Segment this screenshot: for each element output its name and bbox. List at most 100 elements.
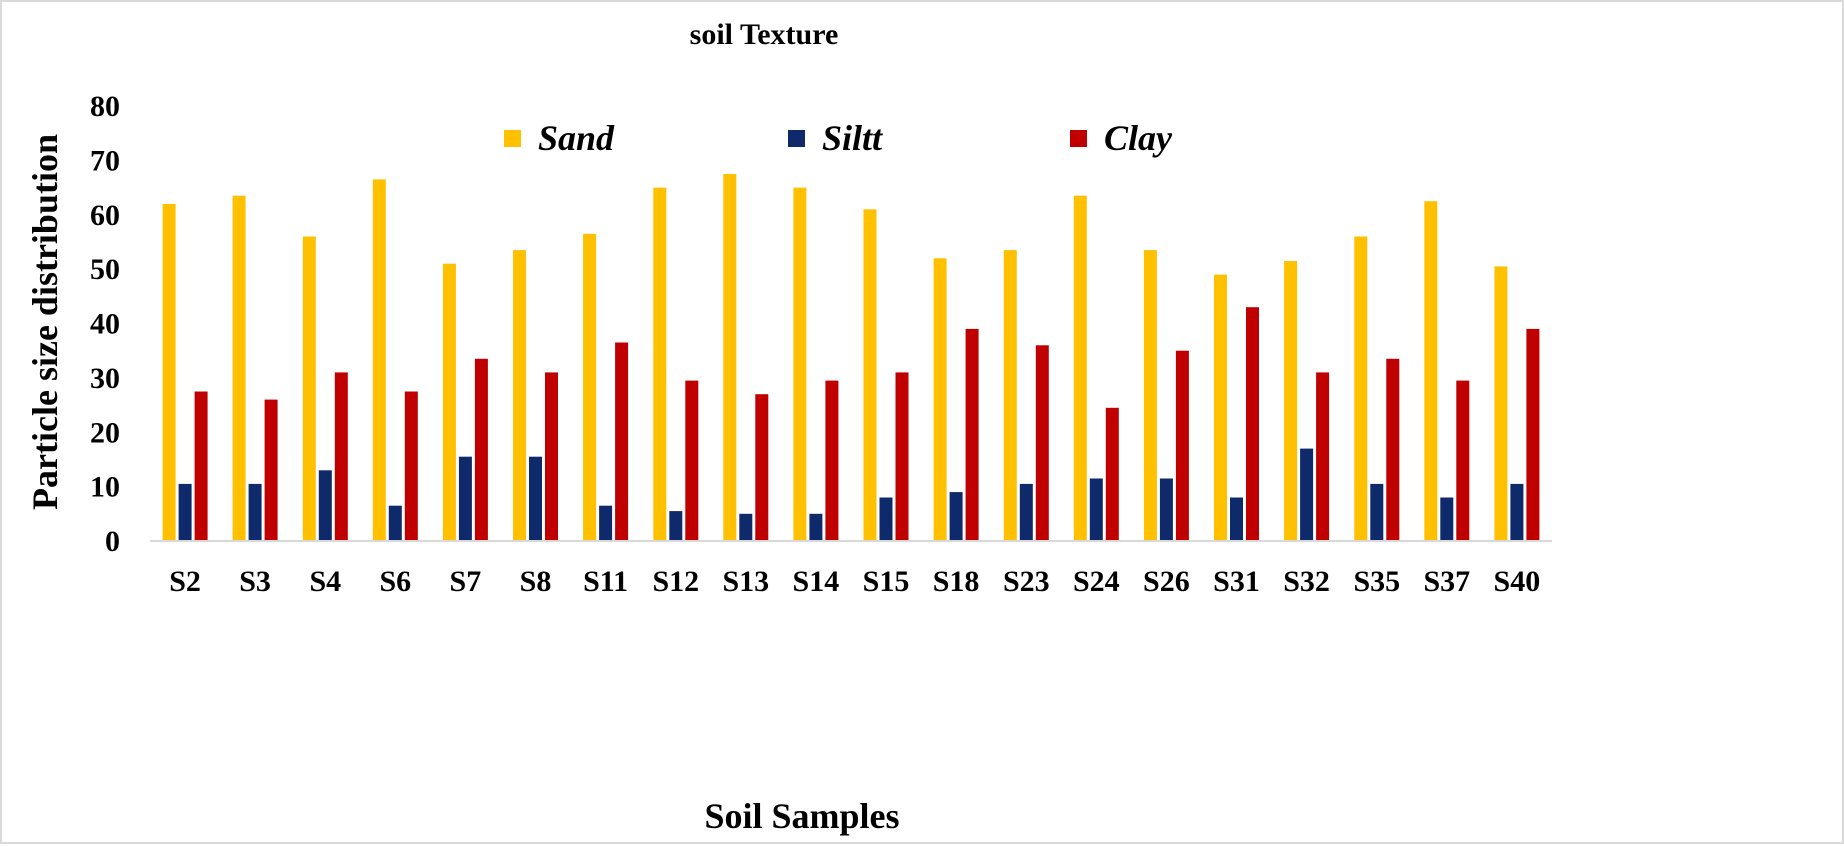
x-axis-title: Soil Samples — [704, 796, 899, 836]
bar-siltt-s11 — [599, 505, 613, 541]
bar-clay-s31 — [1246, 307, 1259, 541]
bar-siltt-s4 — [318, 470, 332, 541]
bar-sand-s18 — [933, 258, 947, 542]
bar-sand-s37 — [1424, 201, 1438, 541]
y-tick-label: 60 — [90, 199, 120, 232]
y-tick-label: 30 — [90, 362, 120, 395]
bar-siltt-s13 — [739, 513, 753, 541]
legend-swatch-siltt — [788, 130, 805, 147]
bar-clay-s40 — [1526, 328, 1540, 541]
y-tick-label: 10 — [90, 471, 120, 504]
y-tick-label: 0 — [105, 525, 120, 558]
x-tick-label: S2 — [169, 565, 201, 598]
x-tick-label: S40 — [1494, 565, 1541, 598]
bar-sand-s6 — [372, 179, 386, 541]
legend: Sand Siltt Clay — [504, 118, 1173, 158]
x-tick-label: S11 — [583, 565, 628, 598]
x-tick-label: S35 — [1353, 565, 1400, 598]
bar-clay-s37 — [1456, 380, 1470, 541]
bar-siltt-s8 — [529, 456, 542, 541]
legend-label-sand: Sand — [538, 118, 615, 158]
bar-siltt-s24 — [1089, 478, 1103, 541]
bar-clay-s26 — [1175, 350, 1189, 541]
x-tick-label: S31 — [1213, 565, 1260, 598]
bar-siltt-s12 — [669, 511, 683, 541]
x-tick-label: S37 — [1423, 565, 1470, 598]
bar-sand-s12 — [653, 187, 667, 541]
bar-clay-s35 — [1386, 358, 1400, 541]
bar-siltt-s40 — [1510, 483, 1524, 541]
bar-sand-s32 — [1284, 261, 1298, 541]
bar-sand-s40 — [1494, 266, 1508, 541]
bar-sand-s13 — [723, 174, 737, 541]
bar-siltt-s15 — [879, 497, 893, 541]
y-tick-label: 80 — [90, 90, 120, 123]
bar-clay-s8 — [545, 372, 558, 541]
bar-siltt-s3 — [248, 483, 262, 541]
bar-sand-s35 — [1354, 236, 1368, 541]
x-tick-label: S23 — [1003, 565, 1050, 598]
x-tick-label: S15 — [863, 565, 910, 598]
x-tick-label: S26 — [1143, 565, 1190, 598]
chart-title: soil Texture — [690, 18, 839, 51]
bar-sand-s15 — [863, 209, 877, 542]
x-tick-label: S4 — [309, 565, 341, 598]
legend-swatch-clay — [1070, 130, 1087, 147]
bar-clay-s6 — [404, 391, 418, 541]
bar-sand-s11 — [583, 233, 597, 542]
bar-siltt-s18 — [949, 492, 963, 541]
bar-sand-s3 — [232, 195, 246, 541]
bar-siltt-s14 — [809, 513, 823, 541]
y-axis-title: Particle size distribution — [25, 134, 65, 510]
bar-siltt-s26 — [1159, 478, 1173, 541]
bar-sand-s23 — [1003, 250, 1017, 541]
bar-sand-s31 — [1214, 274, 1227, 541]
x-tick-label: S18 — [933, 565, 980, 598]
bar-clay-s7 — [474, 358, 488, 541]
x-tick-label: S8 — [520, 565, 552, 598]
bar-clay-s24 — [1105, 407, 1119, 541]
bar-siltt-s35 — [1370, 483, 1384, 541]
bar-clay-s4 — [334, 372, 348, 541]
bar-sand-s4 — [302, 236, 316, 541]
legend-label-siltt: Siltt — [822, 118, 883, 158]
bar-clay-s18 — [965, 328, 979, 541]
bars — [162, 174, 1540, 542]
bar-siltt-s37 — [1440, 497, 1454, 541]
x-tick-label: S24 — [1073, 565, 1120, 598]
bar-clay-s14 — [825, 380, 839, 541]
bar-clay-s2 — [194, 391, 208, 541]
bar-clay-s3 — [264, 399, 278, 541]
x-tick-label: S14 — [793, 565, 840, 598]
y-tick-label: 20 — [90, 416, 120, 449]
bar-siltt-s2 — [178, 483, 192, 541]
bar-siltt-s23 — [1019, 483, 1033, 541]
x-tick-label: S3 — [239, 565, 271, 598]
x-axis-ticks: S2 S3 S4 S6 S7 S8 S11 S12 S13 S14 S15 S18 S23 S24 S26 S… — [169, 565, 1540, 598]
bar-clay-s11 — [615, 342, 629, 541]
bar-sand-s24 — [1073, 195, 1087, 541]
x-tick-label: S12 — [652, 565, 699, 598]
bar-siltt-s32 — [1300, 448, 1314, 541]
legend-swatch-sand — [504, 130, 521, 147]
bar-sand-s26 — [1143, 250, 1157, 541]
x-tick-label: S6 — [379, 565, 411, 598]
x-tick-label: S7 — [450, 565, 482, 598]
bar-siltt-s31 — [1230, 497, 1243, 541]
y-tick-label: 40 — [90, 308, 120, 341]
x-tick-label: S13 — [722, 565, 769, 598]
bar-sand-s8 — [513, 250, 526, 541]
bar-clay-s12 — [685, 380, 699, 541]
y-axis-ticks: 0 10 20 30 40 50 60 70 80 — [90, 90, 120, 558]
bar-siltt-s6 — [388, 505, 402, 541]
bar-clay-s32 — [1316, 372, 1330, 541]
y-tick-label: 50 — [90, 253, 120, 286]
bar-clay-s13 — [755, 394, 769, 541]
y-tick-label: 70 — [90, 144, 120, 177]
legend-label-clay: Clay — [1104, 118, 1173, 158]
bar-sand-s14 — [793, 187, 807, 541]
bar-sand-s7 — [442, 263, 456, 541]
bar-clay-s23 — [1035, 345, 1049, 542]
